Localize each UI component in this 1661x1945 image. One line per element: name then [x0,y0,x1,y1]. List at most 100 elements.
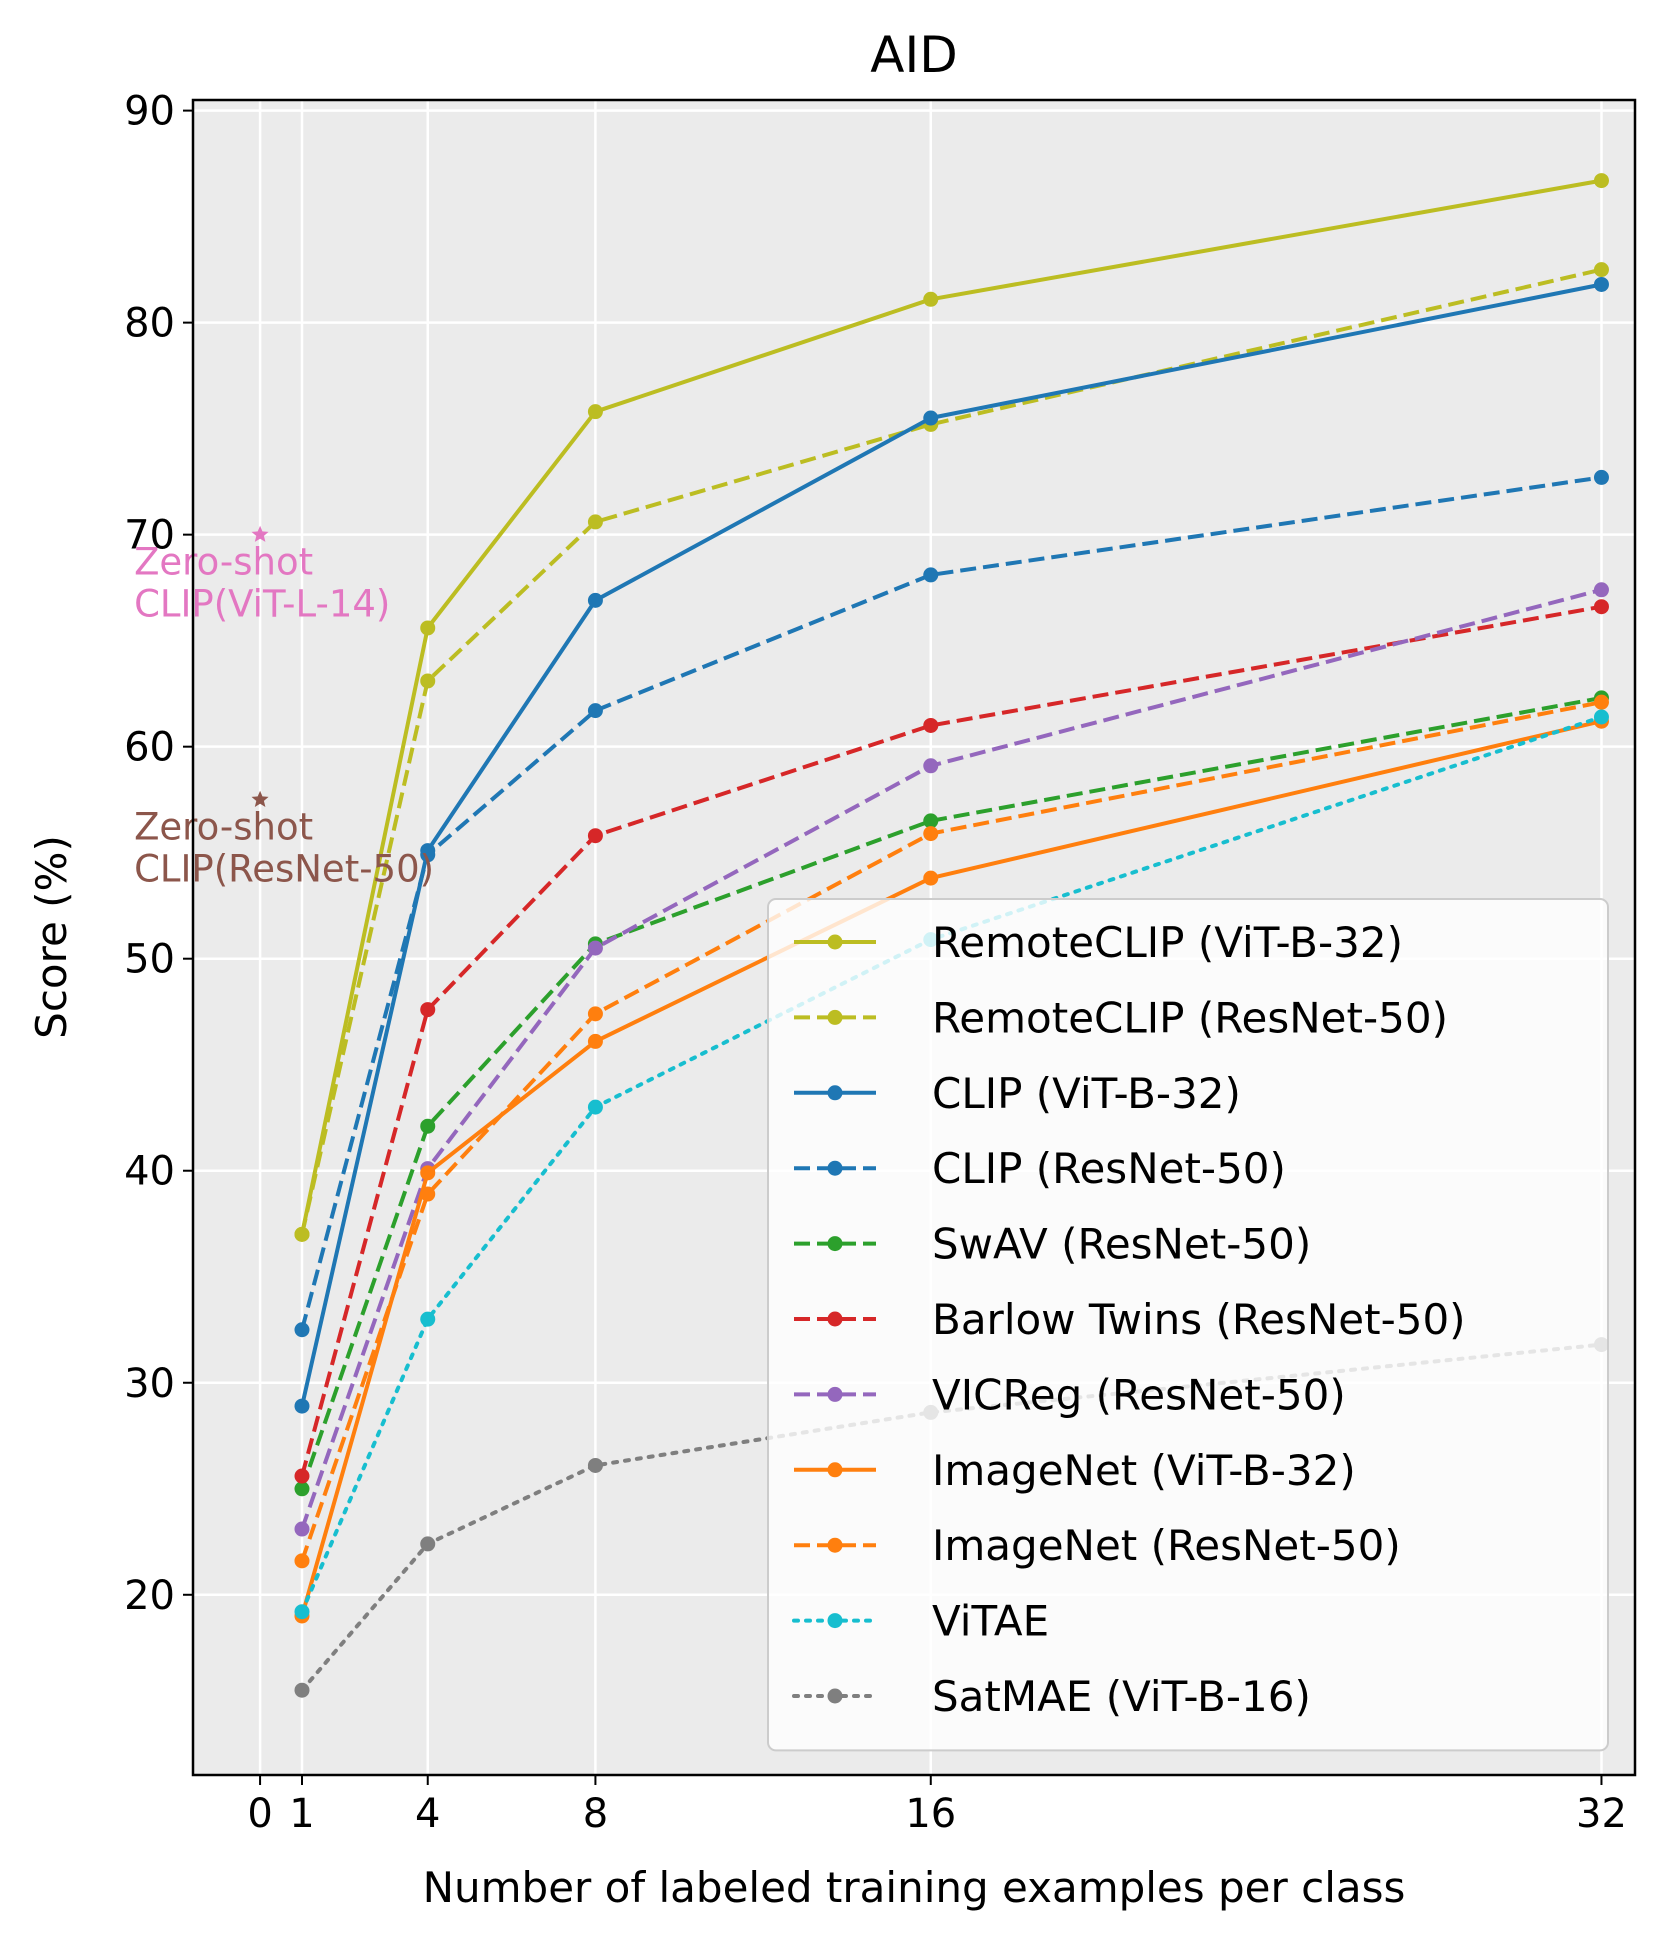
data-point [923,758,939,774]
x-tick-label: 8 [583,1791,608,1837]
data-point [923,813,939,829]
axis-ticks: 0 1 4 8 16 32 20 30 40 50 60 70 80 90 [124,89,1627,1837]
data-point [294,1553,310,1569]
data-point [420,1311,436,1327]
data-point [294,1604,310,1620]
data-point [923,826,939,842]
data-point [1593,582,1609,598]
data-point [1593,694,1609,710]
data-point [587,1457,603,1473]
legend-box [767,898,1609,1752]
legend-marker [827,1085,843,1101]
data-point [587,828,603,844]
legend-marker [827,1236,843,1252]
legend-marker [827,1311,843,1327]
x-tick-label: 16 [905,1791,956,1837]
legend-marker [827,1688,843,1704]
data-point [1593,262,1609,278]
chart-title: AID [870,26,957,84]
series-layer [294,173,1609,1698]
data-point [587,940,603,956]
legend-marker [827,1160,843,1176]
data-point [420,847,436,863]
data-point [587,1033,603,1049]
y-axis-label: Score (%) [27,835,76,1039]
y-tick-label: 70 [124,513,175,559]
y-tick-label: 40 [124,1149,175,1195]
data-point [420,1165,436,1181]
legend-label: CLIP (ViT-B-32) [932,1069,1241,1118]
data-point [923,717,939,733]
y-tick-label: 50 [124,937,175,983]
data-point [420,1186,436,1202]
data-point [587,1099,603,1115]
legend-marker [827,1462,843,1478]
legend-label: VICReg (ResNet-50) [932,1370,1346,1419]
data-point [587,1006,603,1022]
legend-label: Barlow Twins (ResNet-50) [932,1295,1466,1344]
data-point [587,703,603,719]
legend-label: RemoteCLIP (ResNet-50) [932,993,1448,1042]
data-point [420,1002,436,1018]
data-point [587,592,603,608]
zero-shot-star [251,790,269,807]
data-point [923,870,939,886]
legend-marker [827,1613,843,1629]
zero-shot-annotations: Zero-shotCLIP(ViT-L-14)Zero-shotCLIP(Res… [134,525,434,891]
legend-label: ImageNet (ViT-B-32) [932,1446,1356,1495]
data-point [420,1118,436,1134]
legend-label: SatMAE (ViT-B-16) [932,1672,1311,1721]
data-point [294,1521,310,1537]
data-point [1593,469,1609,485]
data-point [923,410,939,426]
legend-label: CLIP (ResNet-50) [932,1144,1286,1193]
data-point [294,1682,310,1698]
x-axis-label: Number of labeled training examples per … [423,1863,1406,1912]
y-tick-label: 80 [124,301,175,347]
data-point [294,1322,310,1338]
y-tick-label: 90 [124,89,175,135]
zero-shot-label: Zero-shot [134,806,313,849]
legend-label: ImageNet (ResNet-50) [932,1521,1401,1570]
data-point [1593,599,1609,615]
legend-label: RemoteCLIP (ViT-B-32) [932,918,1403,967]
legend-label: SwAV (ResNet-50) [932,1220,1311,1269]
legend-marker [827,1386,843,1402]
series-5 [294,599,1609,1484]
legend-marker [827,1537,843,1553]
data-point [1593,276,1609,292]
data-point [1593,173,1609,189]
legend-marker [827,934,843,950]
x-tick-label: 32 [1576,1791,1627,1837]
data-point [420,620,436,636]
zero-shot-model: CLIP(ResNet-50) [134,848,434,891]
series-line [300,267,1602,1235]
legend-marker [827,1009,843,1025]
data-point [587,404,603,420]
data-point [294,1481,310,1497]
legend: RemoteCLIP (ViT-B-32) RemoteCLIP (ResNet-… [767,898,1609,1752]
data-point [420,1536,436,1552]
x-tick-label: 0 [247,1791,272,1837]
data-point [1593,709,1609,725]
x-tick-label: 1 [289,1791,314,1837]
data-point [587,514,603,530]
legend-label: ViTAE [932,1597,1049,1646]
series-8 [294,694,1609,1569]
y-tick-label: 20 [124,1573,175,1619]
data-point [420,673,436,689]
y-tick-label: 60 [124,725,175,771]
plot-frame [191,98,1637,1777]
data-point [294,1226,310,1242]
series-3 [294,469,1609,1338]
series-6 [294,582,1609,1537]
data-point [923,567,939,583]
series-line [300,475,1602,1331]
x-tick-label: 4 [415,1791,440,1837]
zero-shot-label: Zero-shot [134,541,313,584]
data-point [294,1468,310,1484]
zero-shot-star [251,525,269,542]
y-tick-label: 30 [124,1361,175,1407]
data-point [294,1398,310,1414]
